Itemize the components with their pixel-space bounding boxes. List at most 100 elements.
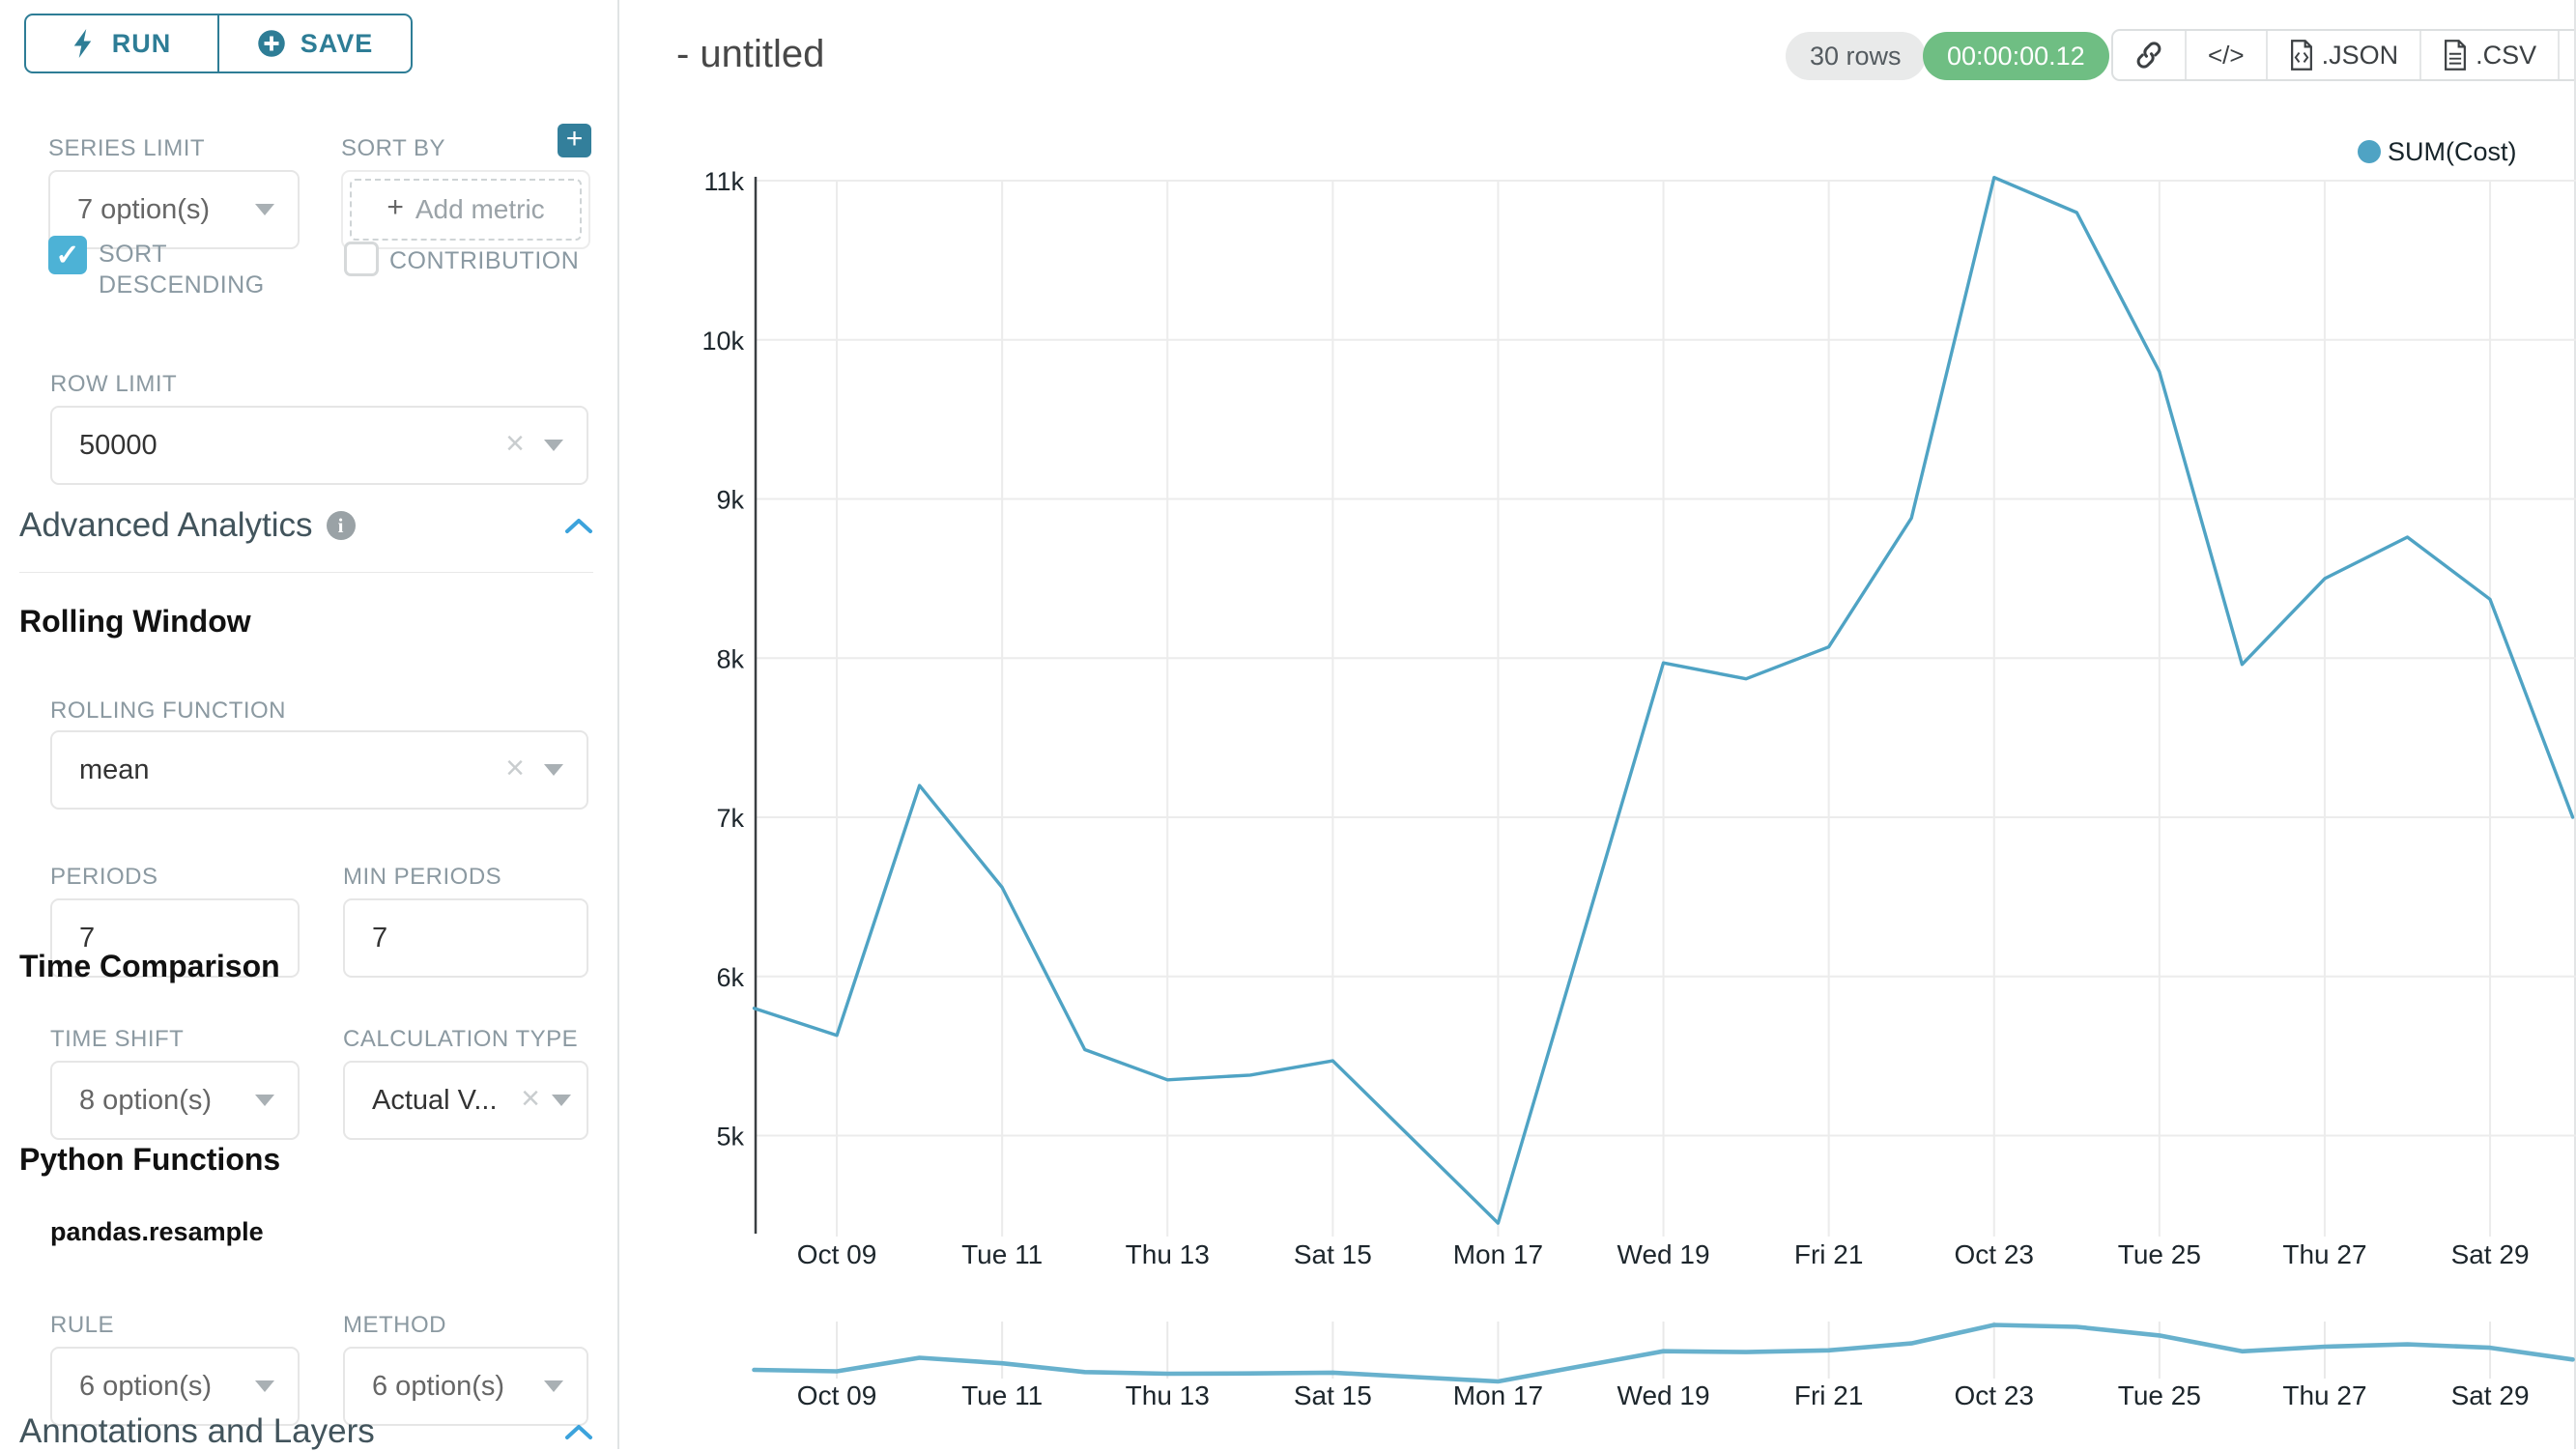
timeseries-line-chart[interactable]: 11k 10k 9k 8k 7k 6k 5k Oct 09 Oct 09 Tue 11 Tue 11…: [618, 97, 2576, 1449]
series-limit-label: SERIES LIMIT: [48, 135, 206, 161]
add-metric-placeholder: Add metric: [415, 194, 545, 224]
calculation-type-label: CALCULATION TYPE: [343, 1026, 579, 1052]
sort-by-label: SORT BY: [341, 135, 445, 161]
svg-text:Thu 27: Thu 27: [2282, 1380, 2366, 1410]
svg-text:Oct 09: Oct 09: [797, 1380, 876, 1410]
periods-label: PERIODS: [50, 864, 158, 890]
svg-text:Tue 11: Tue 11: [961, 1239, 1043, 1269]
run-button[interactable]: RUN: [26, 15, 217, 71]
sort-descending-checkbox[interactable]: ✓: [48, 236, 87, 274]
svg-text:6k: 6k: [716, 963, 744, 992]
x-clear-icon[interactable]: ×: [521, 1080, 540, 1117]
rolling-function-value: mean: [79, 754, 150, 785]
query-timer-badge: 00:00:00.12: [1923, 32, 2109, 80]
svg-text:Oct 23: Oct 23: [1955, 1380, 2034, 1410]
plus-circle-icon: [257, 30, 285, 57]
rows-count-badge: 30 rows: [1786, 32, 1926, 80]
info-circle-icon: i: [326, 511, 356, 540]
min-periods-input[interactable]: 7: [343, 898, 588, 978]
annotations-title: Annotations and Layers: [19, 1412, 375, 1450]
svg-text:SUM(Cost): SUM(Cost): [2388, 137, 2517, 166]
plus-icon: +: [386, 191, 404, 223]
export-csv-button[interactable]: .CSV: [2419, 31, 2558, 79]
svg-text:9k: 9k: [716, 486, 744, 515]
method-select[interactable]: 6 option(s): [343, 1347, 588, 1426]
contribution-label: CONTRIBUTION: [389, 247, 580, 274]
svg-text:Fri 21: Fri 21: [1794, 1380, 1864, 1410]
time-comparison-title: Time Comparison: [19, 949, 280, 983]
rule-label: RULE: [50, 1312, 115, 1338]
export-json-label: .JSON: [2321, 40, 2399, 70]
link-icon: [2136, 42, 2161, 69]
series-limit-select[interactable]: 7 option(s): [48, 170, 300, 249]
method-label: METHOD: [343, 1312, 446, 1338]
periods-input[interactable]: 7: [50, 898, 300, 978]
export-toolbar: </> .JSON .CSV: [2111, 29, 2576, 81]
advanced-analytics-title: Advanced Analytics: [19, 506, 313, 544]
sort-by-add-button[interactable]: +: [558, 124, 591, 157]
caret-down-icon: [544, 1380, 563, 1392]
svg-text:Mon 17: Mon 17: [1453, 1380, 1543, 1410]
svg-text:Wed 19: Wed 19: [1617, 1239, 1710, 1269]
series-limit-value: 7 option(s): [77, 193, 211, 225]
svg-text:5k: 5k: [716, 1123, 744, 1152]
svg-text:Sat 29: Sat 29: [2451, 1239, 2530, 1269]
svg-text:Sat 15: Sat 15: [1294, 1380, 1372, 1410]
calculation-type-select[interactable]: Actual V... ×: [343, 1061, 588, 1140]
sort-by-metric-box[interactable]: + Add metric: [341, 170, 590, 249]
rolling-function-select[interactable]: mean ×: [50, 730, 588, 810]
check-icon: ✓: [55, 239, 80, 271]
svg-text:10k: 10k: [701, 327, 744, 356]
chevron-up-icon[interactable]: [564, 1423, 593, 1440]
calculation-type-value: Actual V...: [372, 1084, 498, 1116]
svg-text:Tue 25: Tue 25: [2118, 1380, 2201, 1410]
query-actions: RUN SAVE: [24, 14, 413, 73]
chart-menu-button[interactable]: [2558, 31, 2576, 79]
share-link-button[interactable]: [2113, 31, 2185, 79]
svg-text:Oct 23: Oct 23: [1955, 1239, 2034, 1269]
periods-value: 7: [79, 922, 96, 953]
method-value: 6 option(s): [372, 1370, 505, 1402]
caret-down-icon: [255, 204, 274, 215]
caret-down-icon: [552, 1095, 571, 1106]
rule-value: 6 option(s): [79, 1370, 213, 1402]
advanced-analytics-header[interactable]: Advanced Analytics i: [19, 506, 593, 545]
chevron-up-icon[interactable]: [564, 517, 593, 534]
row-limit-value: 50000: [79, 429, 157, 461]
export-json-button[interactable]: .JSON: [2265, 31, 2420, 79]
svg-text:Sat 29: Sat 29: [2451, 1380, 2530, 1410]
svg-text:Thu 13: Thu 13: [1126, 1380, 1210, 1410]
section-divider: [19, 572, 593, 573]
row-limit-select[interactable]: 50000 ×: [50, 406, 588, 485]
caret-down-icon: [544, 440, 563, 451]
window-right-border: [2574, 0, 2576, 1449]
min-periods-value: 7: [372, 922, 388, 953]
x-clear-icon[interactable]: ×: [505, 750, 525, 786]
pandas-resample-label: pandas.resample: [50, 1217, 264, 1246]
rule-select[interactable]: 6 option(s): [50, 1347, 300, 1426]
svg-text:Mon 17: Mon 17: [1453, 1239, 1543, 1269]
lightning-bolt-icon: [73, 29, 91, 58]
python-functions-title: Python Functions: [19, 1142, 281, 1177]
save-button[interactable]: SAVE: [217, 15, 411, 71]
rolling-window-title: Rolling Window: [19, 604, 251, 639]
svg-text:8k: 8k: [716, 644, 744, 673]
rolling-function-label: ROLLING FUNCTION: [50, 697, 287, 724]
row-limit-label: ROW LIMIT: [50, 371, 178, 397]
annotations-header[interactable]: Annotations and Layers: [19, 1412, 593, 1451]
view-query-button[interactable]: </>: [2185, 31, 2266, 79]
time-shift-select[interactable]: 8 option(s): [50, 1061, 300, 1140]
code-icon: </>: [2208, 40, 2245, 70]
svg-text:Wed 19: Wed 19: [1617, 1380, 1710, 1410]
caret-down-icon: [544, 764, 563, 776]
contribution-checkbox[interactable]: [344, 242, 379, 276]
chart-title[interactable]: - untitled: [676, 33, 825, 75]
json-file-icon: [2290, 40, 2312, 71]
x-clear-icon[interactable]: ×: [505, 425, 525, 462]
svg-text:Tue 25: Tue 25: [2118, 1239, 2201, 1269]
caret-down-icon: [255, 1095, 274, 1106]
svg-text:Thu 27: Thu 27: [2282, 1239, 2366, 1269]
save-button-label: SAVE: [300, 28, 374, 58]
time-shift-label: TIME SHIFT: [50, 1026, 185, 1052]
min-periods-label: MIN PERIODS: [343, 864, 502, 890]
